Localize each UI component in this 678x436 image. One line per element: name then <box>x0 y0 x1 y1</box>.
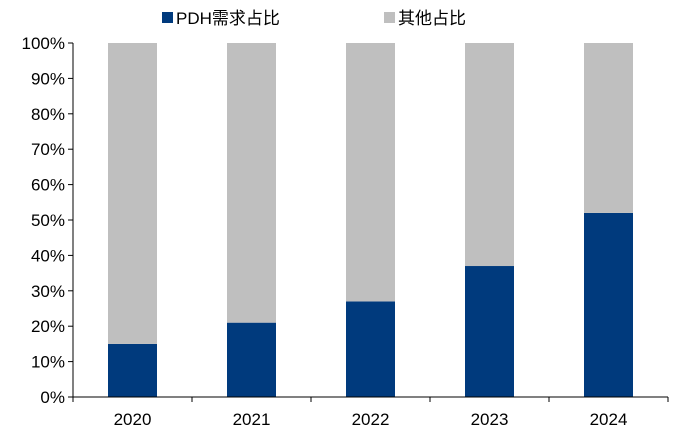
y-tick-label: 10% <box>31 353 65 372</box>
bars-group <box>108 43 633 397</box>
y-tick-label: 70% <box>31 140 65 159</box>
x-tick-label: 2020 <box>114 410 152 429</box>
bar-pdh-2020 <box>108 343 157 397</box>
x-tick-label: 2021 <box>233 410 271 429</box>
y-tick-label: 90% <box>31 69 65 88</box>
bar-pdh-2024 <box>584 212 633 397</box>
bar-other-2022 <box>346 43 395 302</box>
y-tick-label: 80% <box>31 105 65 124</box>
y-tick-label: 40% <box>31 246 65 265</box>
bar-pdh-2023 <box>465 266 514 397</box>
bar-other-2023 <box>465 43 514 267</box>
legend-label-other: 其他占比 <box>398 9 466 28</box>
legend-swatch-other <box>384 12 395 23</box>
y-tick-label: 30% <box>31 282 65 301</box>
legend: PDH需求占比 其他占比 <box>162 9 466 28</box>
y-tick-label: 50% <box>31 211 65 230</box>
x-tick-label: 2024 <box>590 410 628 429</box>
legend-swatch-pdh <box>162 12 173 23</box>
bar-other-2020 <box>108 43 157 344</box>
x-tick-label: 2022 <box>352 410 390 429</box>
legend-label-pdh: PDH需求占比 <box>176 9 280 28</box>
bar-pdh-2022 <box>346 301 395 397</box>
x-tick-label: 2023 <box>471 410 509 429</box>
bar-other-2024 <box>584 43 633 213</box>
y-tick-label: 20% <box>31 317 65 336</box>
y-tick-label: 100% <box>22 34 65 53</box>
bar-pdh-2021 <box>227 322 276 397</box>
bar-other-2021 <box>227 43 276 323</box>
axes-group: 0% 10% 20% 30% 40% 50% 60% 70% 80% 90% 100% 2020 202… <box>22 34 669 429</box>
y-tick-label: 60% <box>31 176 65 195</box>
y-tick-label: 0% <box>40 388 65 407</box>
